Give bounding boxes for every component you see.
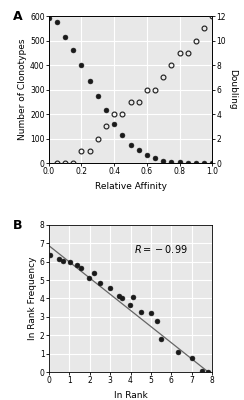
Text: $R = -0.99$: $R = -0.99$ [134,242,188,254]
X-axis label: ln Rank: ln Rank [114,391,147,400]
Y-axis label: ln Rank Frequency: ln Rank Frequency [28,257,37,340]
Y-axis label: Number of Clonotypes: Number of Clonotypes [18,39,27,140]
X-axis label: Relative Affinity: Relative Affinity [94,182,167,191]
Text: B: B [13,219,22,232]
Text: A: A [13,10,22,23]
Y-axis label: Doubling: Doubling [228,69,237,110]
